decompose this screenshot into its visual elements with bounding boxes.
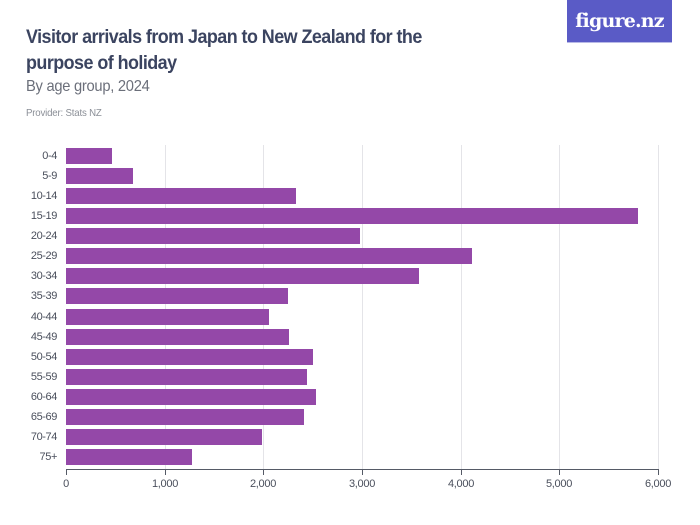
- bar-5-9[interactable]: [66, 168, 133, 184]
- bar-75+[interactable]: [66, 449, 192, 465]
- y-axis-label: 40-44: [30, 311, 58, 323]
- x-axis-tick-label: 5,000: [545, 478, 573, 490]
- y-axis-label: 55-59: [30, 371, 58, 383]
- figure-nz-logo[interactable]: figure.nz: [567, 0, 672, 43]
- bar-45-49[interactable]: [66, 329, 289, 345]
- y-axis-label: 20-24: [30, 230, 58, 242]
- x-axis-tick-label: 2,000: [249, 478, 277, 490]
- gridline: [362, 145, 363, 469]
- x-axis-tick: [165, 469, 166, 475]
- x-axis-tick: [658, 469, 659, 475]
- bar-30-34[interactable]: [66, 268, 419, 284]
- y-axis-label: 50-54: [30, 351, 58, 363]
- bar-20-24[interactable]: [66, 228, 360, 244]
- bar-40-44[interactable]: [66, 309, 269, 325]
- x-axis-tick: [461, 469, 462, 475]
- y-axis-label: 70-74: [30, 431, 58, 443]
- y-axis-label: 5-9: [42, 170, 57, 182]
- gridline: [263, 145, 264, 469]
- bar-0-4[interactable]: [66, 148, 112, 164]
- y-axis-label: 35-39: [30, 290, 58, 302]
- y-axis-label: 65-69: [30, 411, 58, 423]
- bar-10-14[interactable]: [66, 188, 296, 204]
- bar-70-74[interactable]: [66, 429, 262, 445]
- y-axis-label: 0-4: [42, 150, 57, 162]
- x-axis-tick-label: 4,000: [447, 478, 475, 490]
- chart-title: Visitor arrivals from Japan to New Zeala…: [26, 26, 422, 74]
- x-axis-tick-label: 3,000: [348, 478, 376, 490]
- bar-55-59[interactable]: [66, 369, 307, 385]
- bar-25-29[interactable]: [66, 248, 472, 264]
- x-axis-tick: [559, 469, 560, 475]
- y-axis-label: 60-64: [30, 391, 58, 403]
- x-axis-tick-label: 1,000: [151, 478, 179, 490]
- y-axis-label: 45-49: [30, 331, 58, 343]
- y-axis-label: 15-19: [30, 210, 58, 222]
- x-axis-tick-label: 0: [63, 478, 69, 490]
- y-axis-label: 10-14: [30, 190, 58, 202]
- x-axis-tick: [263, 469, 264, 475]
- x-axis-tick: [362, 469, 363, 475]
- bar-60-64[interactable]: [66, 389, 316, 405]
- gridline: [165, 145, 166, 469]
- gridline: [559, 145, 560, 469]
- logo-text: figure.nz: [575, 10, 664, 32]
- bar-50-54[interactable]: [66, 349, 313, 365]
- x-axis-tick: [66, 469, 67, 475]
- x-axis-tick-label: 6,000: [644, 478, 672, 490]
- bar-35-39[interactable]: [66, 288, 288, 304]
- bar-15-19[interactable]: [66, 208, 638, 224]
- y-axis-label: 25-29: [30, 250, 58, 262]
- y-axis-label: 30-34: [30, 270, 58, 282]
- gridline: [658, 145, 659, 469]
- y-axis-label: 75+: [39, 451, 58, 463]
- gridline: [461, 145, 462, 469]
- provider-credit: Provider: Stats NZ: [26, 107, 102, 119]
- chart-subtitle: By age group, 2024: [26, 78, 150, 95]
- bar-65-69[interactable]: [66, 409, 304, 425]
